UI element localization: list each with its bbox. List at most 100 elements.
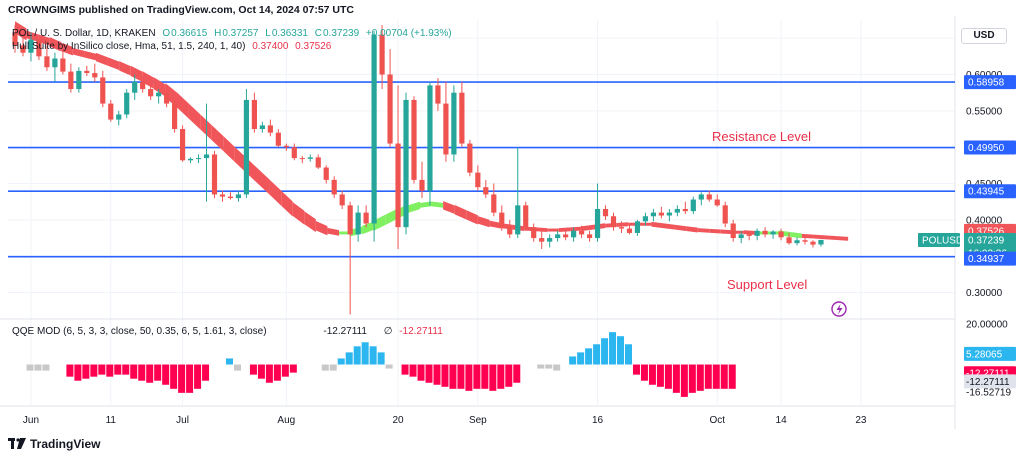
candle-body (116, 114, 122, 120)
qqe-bar (233, 364, 241, 371)
candle-body (363, 212, 369, 224)
price-label-text: 0.37239 (968, 235, 1005, 246)
candle-body (20, 45, 26, 53)
qqe-bar (162, 364, 170, 385)
hull-band-segment (408, 201, 420, 213)
qqe-bar (672, 364, 680, 393)
hull-band-segment (743, 230, 756, 235)
qqe-tick-label: 20.00000 (966, 320, 1008, 331)
qqe-bar (577, 352, 585, 365)
candle-body (291, 147, 297, 159)
candle-body (52, 58, 58, 68)
price-label-text: 0.58958 (968, 78, 1005, 89)
high-value: 0.37257 (222, 28, 259, 39)
candle-body (203, 154, 210, 159)
candle-body (92, 73, 98, 78)
qqe-bar (720, 364, 728, 389)
hull-band-segment (315, 221, 328, 236)
hull-band-segment (385, 208, 397, 225)
qqe-bar (457, 364, 465, 389)
candle-body (738, 234, 744, 239)
symbol-label[interactable]: POL / U. S. Dollar, 1D, KRAKEN (12, 28, 156, 39)
circle-slash-icon: ∅ (383, 326, 393, 337)
hull-band-segment (535, 227, 548, 233)
change-value: +0.00704 (+1.93%) (365, 28, 452, 39)
candle-body (586, 234, 593, 239)
candle-body (68, 71, 74, 90)
qqe-bar (449, 364, 457, 389)
hull-band-segment (674, 224, 687, 231)
candle-body (507, 227, 513, 235)
candle-body (483, 187, 489, 195)
candle-body (419, 179, 425, 191)
qqe-bar (417, 364, 425, 381)
qqe-bar (321, 364, 329, 371)
qqe-bar (409, 364, 417, 377)
price-labels: 0.589580.499500.439450.375260.37400POLUS… (712, 75, 1016, 398)
qqe-bar (170, 364, 178, 389)
qqe-bar (273, 364, 281, 381)
price-tick-label: 0.30000 (966, 288, 1003, 299)
qqe-bar (648, 364, 656, 385)
candle-body (28, 39, 34, 53)
candle-body (730, 223, 736, 239)
candle-body (818, 239, 824, 245)
qqe-bar (178, 364, 186, 393)
candle-body (148, 89, 154, 97)
time-tick-label: Sep (469, 415, 487, 426)
qqe-bar (640, 364, 648, 381)
qqe-name[interactable]: QQE MOD (6, 5, 3, 3, close, 50, 0.35, 6,… (12, 326, 267, 337)
candle-body (355, 212, 361, 235)
candles (12, 25, 824, 315)
candle-body (610, 216, 617, 228)
candle-body (132, 81, 138, 93)
candle-body (778, 231, 784, 238)
candle-body (60, 58, 66, 72)
hull-band-segment (581, 224, 594, 231)
qqe-bar (226, 358, 233, 365)
candle-body (283, 145, 289, 148)
candle-body (666, 212, 672, 216)
qqe-bar (337, 358, 345, 365)
hull-band-segment (176, 92, 189, 119)
hull-band-segment (269, 179, 282, 206)
qqe-label-box (964, 346, 1016, 361)
qqe-bar (505, 364, 513, 387)
time-tick-label: Jun (23, 415, 39, 426)
tradingview-logo[interactable]: TradingView (8, 437, 100, 451)
hull-band-segment (211, 125, 224, 152)
candle-body (315, 157, 321, 168)
candle-body (251, 99, 257, 130)
qqe-bar (585, 348, 593, 365)
price-label-box (964, 75, 1016, 90)
time-tick-label: 20 (392, 415, 404, 426)
candle-body (307, 157, 313, 159)
indicator-name[interactable]: Hull Suite by InSilico close, Hma, 51, 1… (12, 41, 246, 52)
qqe-bar (601, 338, 609, 365)
qqe-bar (186, 364, 194, 393)
candle-body (531, 227, 537, 239)
candle-body (403, 99, 409, 228)
candle-body (810, 241, 816, 245)
candle-body (395, 143, 401, 228)
currency-button[interactable]: USD (961, 28, 1007, 44)
hull-band-segment (72, 47, 85, 58)
candle-body (467, 143, 473, 173)
candle-body (762, 230, 768, 235)
hull-band-segment (304, 211, 316, 233)
qqe-label-text: -12.27111 (966, 377, 1010, 388)
qqe-bar (497, 364, 505, 389)
candle-body (690, 199, 696, 212)
candle-body (594, 208, 601, 239)
candle-body (658, 212, 664, 216)
hull-band-segment (130, 65, 143, 82)
hull-band-segment (119, 61, 131, 76)
qqe-bar (122, 364, 130, 375)
low-value: 0.36331 (271, 28, 308, 39)
candle-body (475, 172, 481, 188)
hull-band-segment (558, 227, 571, 233)
candle-body (323, 167, 329, 180)
candle-body (714, 199, 720, 206)
qqe-bar (377, 352, 385, 365)
